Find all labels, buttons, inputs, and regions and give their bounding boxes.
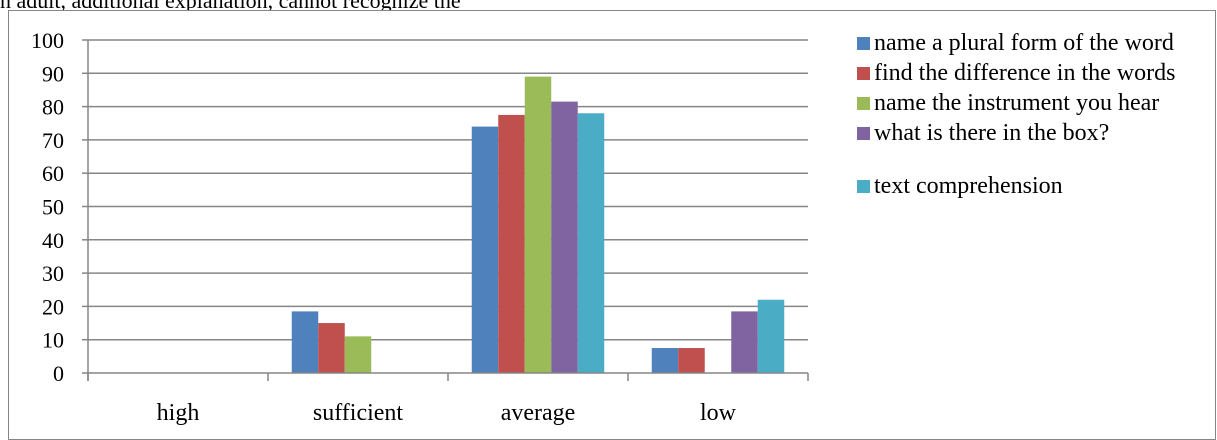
legend-item: find the difference in the words xyxy=(857,58,1207,88)
y-tick-label: 70 xyxy=(42,128,64,153)
legend-swatch xyxy=(857,37,870,50)
legend-swatch xyxy=(857,127,870,140)
bar xyxy=(344,336,372,373)
bar xyxy=(651,348,679,373)
bar xyxy=(678,348,705,373)
y-tick-label: 0 xyxy=(53,361,64,386)
legend-label: text comprehension xyxy=(874,173,1063,199)
x-category-label: average xyxy=(501,400,576,426)
bar xyxy=(731,311,758,373)
y-tick-label: 30 xyxy=(42,261,64,286)
legend-label: name the instrument you hear xyxy=(874,90,1160,116)
legend-item: name a plural form of the word xyxy=(857,28,1207,58)
legend-label: name a plural form of the word xyxy=(874,30,1174,56)
axes xyxy=(82,39,809,381)
gridlines xyxy=(88,39,808,341)
bar xyxy=(318,323,345,373)
y-tick-label: 90 xyxy=(42,61,64,86)
chart-frame xyxy=(8,10,1216,440)
y-tick-label: 80 xyxy=(42,95,64,120)
legend-swatch xyxy=(857,97,870,110)
bar xyxy=(551,101,578,373)
y-tick-label: 10 xyxy=(42,328,64,353)
bar xyxy=(498,114,525,374)
legend-label: what is there in the box? xyxy=(874,120,1110,146)
legend-item: what is there in the box? xyxy=(857,118,1207,148)
legend-item: name the instrument you hear xyxy=(857,88,1207,118)
bars xyxy=(291,76,785,374)
y-tick-label: 60 xyxy=(42,161,64,186)
bar xyxy=(524,76,552,373)
bar xyxy=(757,299,785,373)
legend: name a plural form of the word find the d… xyxy=(857,28,1207,201)
y-tick-label: 20 xyxy=(42,294,64,319)
bar xyxy=(577,113,605,373)
bar xyxy=(471,126,499,373)
bar xyxy=(291,311,319,373)
y-tick-label: 100 xyxy=(31,28,64,53)
x-category-labels: high sufficient average low xyxy=(157,400,737,426)
legend-item: text comprehension xyxy=(857,171,1207,201)
y-tick-label: 40 xyxy=(42,228,64,253)
x-category-label: low xyxy=(700,400,737,426)
legend-swatch xyxy=(857,67,870,80)
y-tick-labels: 0 10 20 30 40 50 60 70 80 90 100 xyxy=(31,28,64,386)
legend-label: find the difference in the words xyxy=(874,60,1176,86)
x-category-label: sufficient xyxy=(313,400,404,426)
y-tick-label: 50 xyxy=(42,195,64,220)
x-category-label: high xyxy=(157,400,200,426)
legend-swatch xyxy=(857,180,870,193)
top-caption-text: n adult, additional explanation, cannot … xyxy=(0,0,461,13)
